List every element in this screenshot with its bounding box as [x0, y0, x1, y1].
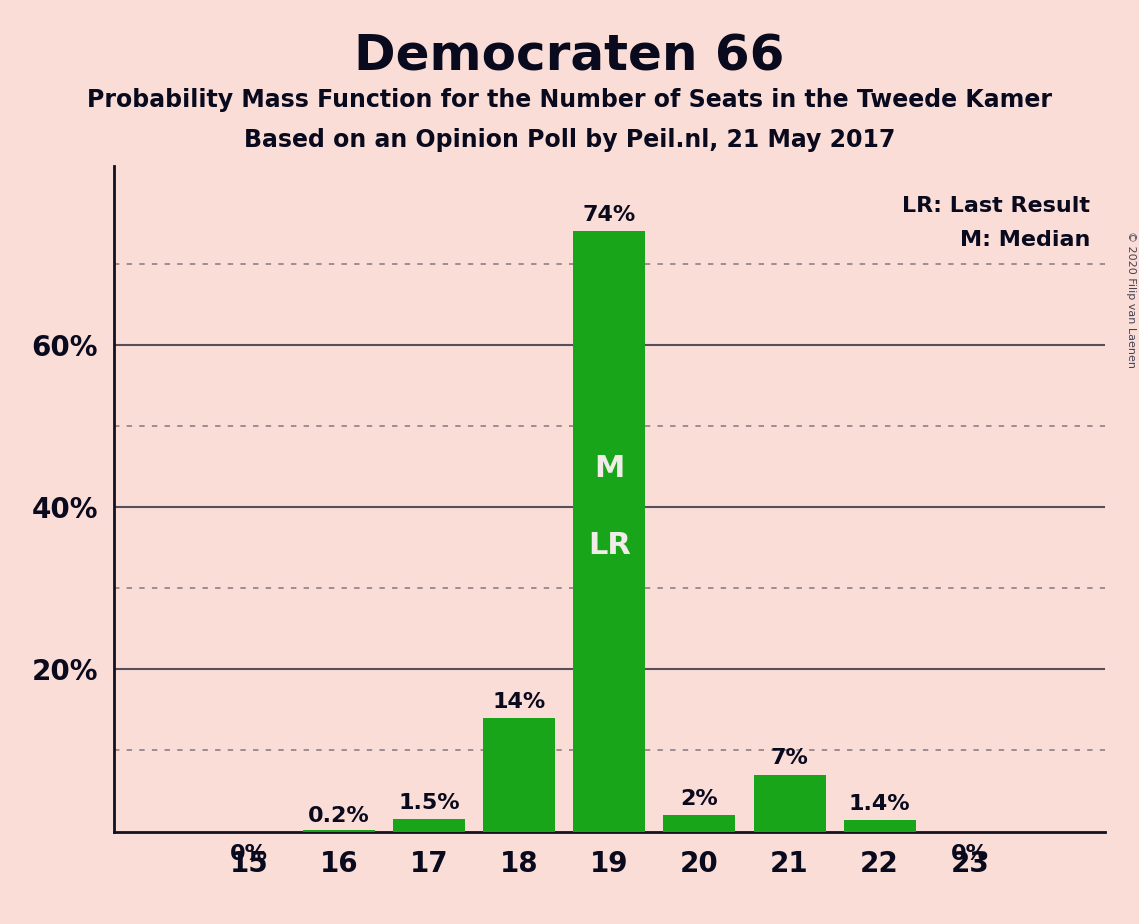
- Bar: [393, 820, 465, 832]
- Bar: [663, 815, 736, 832]
- Text: 1.4%: 1.4%: [849, 794, 910, 814]
- Text: Probability Mass Function for the Number of Seats in the Tweede Kamer: Probability Mass Function for the Number…: [87, 88, 1052, 112]
- Bar: [573, 231, 646, 832]
- Text: LR: LR: [588, 531, 631, 561]
- Text: 7%: 7%: [771, 748, 809, 769]
- Text: 0%: 0%: [951, 844, 989, 864]
- Text: 1.5%: 1.5%: [399, 793, 460, 813]
- Text: 14%: 14%: [493, 691, 546, 711]
- Bar: [754, 775, 826, 832]
- Text: © 2020 Filip van Laenen: © 2020 Filip van Laenen: [1126, 231, 1136, 368]
- Text: 74%: 74%: [583, 205, 636, 225]
- Text: 0.2%: 0.2%: [309, 806, 370, 826]
- Bar: [844, 821, 916, 832]
- Text: M: M: [595, 454, 624, 482]
- Text: 0%: 0%: [230, 844, 268, 864]
- Text: Democraten 66: Democraten 66: [354, 32, 785, 80]
- Text: 2%: 2%: [681, 789, 719, 808]
- Bar: [303, 830, 375, 832]
- Text: LR: Last Result: LR: Last Result: [902, 196, 1090, 216]
- Text: Based on an Opinion Poll by Peil.nl, 21 May 2017: Based on an Opinion Poll by Peil.nl, 21 …: [244, 128, 895, 152]
- Text: M: Median: M: Median: [959, 229, 1090, 249]
- Bar: [483, 718, 556, 832]
